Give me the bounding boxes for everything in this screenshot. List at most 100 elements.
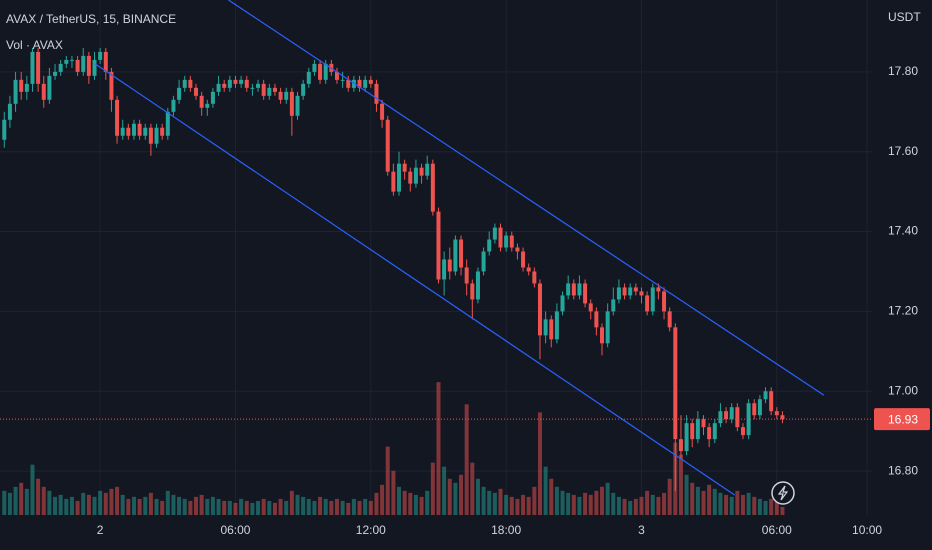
candle-body bbox=[256, 83, 261, 88]
volume-bar bbox=[413, 494, 418, 515]
trend-line bbox=[94, 63, 735, 496]
candle-body bbox=[306, 71, 311, 84]
volume-bar bbox=[549, 478, 554, 515]
candle-body bbox=[7, 103, 12, 120]
volume-bar bbox=[492, 492, 497, 515]
candle-body bbox=[673, 327, 678, 440]
candle-body bbox=[419, 167, 424, 176]
volume-bar bbox=[363, 498, 368, 515]
volume-bar bbox=[329, 500, 334, 515]
volume-bar bbox=[515, 498, 520, 515]
y-tick-label: 17.60 bbox=[888, 144, 918, 158]
candle-body bbox=[239, 79, 244, 84]
volume-bar bbox=[267, 500, 272, 515]
candle-body bbox=[137, 123, 142, 136]
volume-bar bbox=[470, 462, 475, 515]
x-tick-label: 06:00 bbox=[762, 523, 792, 537]
lightning-icon[interactable] bbox=[771, 481, 795, 505]
candle-body bbox=[577, 283, 582, 296]
volume-bar bbox=[566, 492, 571, 515]
candle-body bbox=[769, 391, 774, 412]
candle-body bbox=[453, 239, 458, 272]
candle-body bbox=[492, 227, 497, 240]
candle-body bbox=[780, 415, 785, 420]
volume-bar bbox=[205, 498, 210, 515]
candle-body bbox=[41, 83, 46, 100]
candle-body bbox=[729, 407, 734, 420]
x-tick-label: 06:00 bbox=[220, 523, 250, 537]
volume-bar bbox=[588, 494, 593, 515]
candle-body bbox=[684, 423, 689, 452]
volume-bar bbox=[774, 496, 779, 515]
candle-body bbox=[131, 123, 136, 136]
volume-bar bbox=[616, 496, 621, 515]
volume-label: Vol · AVAX bbox=[6, 38, 63, 52]
candle-body bbox=[763, 391, 768, 400]
candle-body bbox=[583, 283, 588, 304]
volume-bar bbox=[75, 500, 80, 515]
volume-bar bbox=[137, 498, 142, 515]
candle-body bbox=[650, 287, 655, 312]
candle-body bbox=[36, 51, 41, 84]
volume-bar bbox=[600, 486, 605, 515]
volume-bar bbox=[109, 488, 114, 515]
candle-body bbox=[261, 83, 266, 96]
volume-bar bbox=[86, 494, 91, 515]
volume-bar bbox=[735, 490, 740, 515]
volume-bar bbox=[521, 494, 526, 515]
candle-body bbox=[639, 291, 644, 296]
volume-bar bbox=[780, 506, 785, 515]
candle-body bbox=[216, 83, 221, 92]
volume-bar bbox=[752, 496, 757, 515]
volume-bar bbox=[92, 496, 97, 515]
volume-bar bbox=[81, 492, 86, 515]
volume-bar bbox=[222, 500, 227, 515]
icon-circle[interactable] bbox=[771, 481, 795, 505]
candle-body bbox=[357, 79, 362, 88]
volume-bar bbox=[633, 498, 638, 515]
candle-body bbox=[774, 411, 779, 416]
candle-body bbox=[566, 283, 571, 296]
y-axis-label: USDT bbox=[888, 10, 921, 24]
candle-body bbox=[109, 71, 114, 100]
candle-body bbox=[244, 79, 249, 88]
candle-body bbox=[13, 79, 18, 104]
volume-bar bbox=[695, 486, 700, 515]
volume-bar bbox=[30, 464, 35, 515]
candle-body bbox=[233, 79, 238, 84]
candle-body bbox=[678, 439, 683, 452]
volume-bar bbox=[436, 382, 441, 515]
volume-bar bbox=[64, 498, 69, 515]
candle-body bbox=[346, 79, 351, 88]
candle-body bbox=[543, 319, 548, 336]
volume-bar bbox=[656, 496, 661, 515]
volume-bar bbox=[301, 496, 306, 515]
volume-bar bbox=[295, 494, 300, 515]
candle-body bbox=[19, 79, 24, 92]
candle-body bbox=[549, 319, 554, 340]
volume-bar bbox=[645, 490, 650, 515]
candle-body bbox=[69, 59, 74, 61]
candle-body bbox=[645, 295, 650, 312]
volume-bar bbox=[718, 492, 723, 515]
candle-body bbox=[487, 239, 492, 252]
candle-body bbox=[537, 283, 542, 336]
candle-body bbox=[470, 283, 475, 300]
candle-body bbox=[205, 103, 210, 108]
candle-body bbox=[334, 71, 339, 80]
candle-body bbox=[148, 127, 153, 144]
volume-bar bbox=[272, 502, 277, 515]
candle-body bbox=[278, 91, 283, 100]
volume-bar bbox=[357, 500, 362, 515]
volume-bar bbox=[148, 492, 153, 515]
volume-bar bbox=[622, 498, 627, 515]
candle-body bbox=[194, 87, 199, 96]
volume-bar bbox=[639, 496, 644, 515]
volume-bar bbox=[577, 496, 582, 515]
volume-bar bbox=[571, 494, 576, 515]
volume-bar bbox=[380, 484, 385, 515]
volume-bar bbox=[7, 492, 12, 515]
candle-body bbox=[58, 63, 63, 72]
candle-body bbox=[475, 271, 480, 300]
icon-bolt[interactable] bbox=[777, 485, 789, 501]
